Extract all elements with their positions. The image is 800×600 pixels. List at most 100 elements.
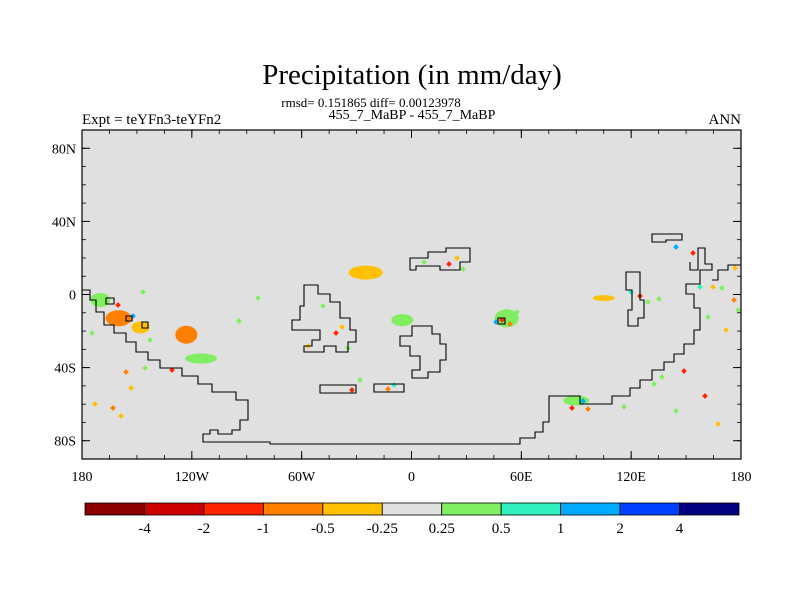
coastline-africa	[399, 325, 447, 379]
signal-speck	[731, 297, 737, 303]
signal-speck	[89, 330, 95, 336]
y-tick-label: 80N	[52, 142, 76, 157]
signal-speck	[349, 387, 355, 393]
anomaly-patch	[494, 309, 519, 328]
signal-speck	[580, 398, 586, 404]
coastline-south-america	[291, 284, 357, 353]
signal-speck	[702, 393, 708, 399]
colorbar-label: -4	[138, 521, 151, 537]
colorbar-swatch	[322, 502, 383, 516]
signal-speck	[732, 265, 738, 271]
colorbar-swatch	[144, 502, 205, 516]
signal-speck	[705, 314, 711, 320]
colorbar-swatch	[619, 502, 680, 516]
signal-speck	[255, 295, 261, 301]
x-tick-label: 60E	[510, 470, 533, 485]
colorbar-swatch	[84, 502, 145, 516]
colorbar-swatch	[500, 502, 562, 516]
signal-speck	[659, 374, 665, 380]
colorbar-label: -1	[257, 521, 270, 537]
signal-speck	[128, 385, 134, 391]
signal-speck	[493, 319, 499, 325]
signal-speck	[723, 327, 729, 333]
anomaly-patch	[131, 321, 150, 334]
anomaly-patch	[391, 314, 414, 327]
signal-speck	[681, 368, 687, 374]
x-tick-label: 180	[72, 470, 93, 485]
anomaly-patches	[90, 265, 615, 406]
signal-speck	[115, 302, 121, 308]
signal-speck	[339, 324, 345, 330]
signal-speck	[690, 250, 696, 256]
x-tick-label: 120W	[175, 470, 210, 485]
signal-speck	[673, 244, 679, 250]
coastline-asia-block	[625, 271, 645, 327]
anomaly-patch	[175, 325, 198, 344]
colorbar-label: -0.5	[311, 521, 335, 537]
signal-speck	[621, 404, 627, 410]
x-axis: 180 120W 60W 0 60E 120E 180	[72, 130, 752, 485]
signal-speck	[421, 259, 427, 265]
signal-speck	[110, 405, 116, 411]
coastlines	[82, 233, 741, 445]
signal-speck	[651, 381, 657, 387]
colorbar-swatch	[262, 502, 324, 516]
signal-speck	[710, 284, 716, 290]
stats-line: rmsd= 0.151865 diff= 0.00123978	[281, 95, 460, 110]
colorbar-swatch	[560, 502, 621, 516]
signal-speck	[569, 405, 575, 411]
coastline-americas-west	[82, 247, 713, 445]
colorbar-label: 1	[557, 521, 565, 537]
colorbar-label: -2	[198, 521, 211, 537]
colorbar-label: 0.25	[429, 521, 455, 537]
signal-speck	[320, 303, 326, 309]
y-tick-label: 40S	[54, 362, 76, 377]
signal-speck	[656, 296, 662, 302]
x-tick-label: 60W	[288, 470, 316, 485]
x-tick-label: 0	[408, 470, 415, 485]
signal-speck	[673, 408, 679, 414]
signal-speck	[123, 369, 129, 375]
coastline-north-block	[651, 233, 683, 243]
x-tick-label: 120E	[616, 470, 646, 485]
chart-title: Precipitation (in mm/day)	[262, 59, 562, 91]
map-background	[82, 130, 741, 459]
y-tick-label: 40N	[52, 215, 76, 230]
signal-speck	[92, 401, 98, 407]
signal-speck	[719, 285, 725, 291]
coastline-island-6	[497, 317, 506, 325]
signal-speck	[460, 266, 466, 272]
coastline-island-3	[105, 297, 115, 305]
signal-speck	[357, 377, 363, 383]
signal-speck	[454, 255, 460, 261]
y-axis: 80N 40N 0 40S 80S	[52, 129, 741, 460]
signal-speck	[715, 421, 721, 427]
y-tick-label: 0	[69, 289, 76, 304]
signal-speck	[585, 406, 591, 412]
colorbar-label: 2	[616, 521, 624, 537]
coastline-island-4	[125, 315, 133, 322]
signal-speck	[140, 289, 146, 295]
signal-speck	[507, 321, 513, 327]
case-line: 455_7_MaBP - 455_7_MaBP	[329, 108, 496, 123]
coastline-island-5	[141, 321, 149, 329]
colorbar-label: 4	[676, 521, 684, 537]
signal-speck	[645, 299, 651, 305]
anomaly-patch	[90, 292, 111, 307]
signal-speck	[147, 337, 153, 343]
right-label: ANN	[709, 112, 742, 128]
signal-speck	[142, 365, 148, 371]
colorbar: -4 -2 -1 -0.5 -0.25 0.25 0.5 1 2 4	[84, 502, 740, 537]
signal-speck	[735, 307, 741, 313]
colorbar-label: -0.25	[367, 521, 398, 537]
coastline-island-1	[319, 384, 357, 394]
anomaly-patch	[348, 265, 383, 280]
signal-speck	[333, 330, 339, 336]
colorbar-label: 0.5	[492, 521, 511, 537]
signal-speck	[118, 413, 124, 419]
left-label: Expt = teYFn3-teYFn2	[82, 112, 221, 128]
signal-speck	[385, 386, 391, 392]
x-tick-label: 180	[731, 470, 752, 485]
signal-speck	[236, 318, 242, 324]
